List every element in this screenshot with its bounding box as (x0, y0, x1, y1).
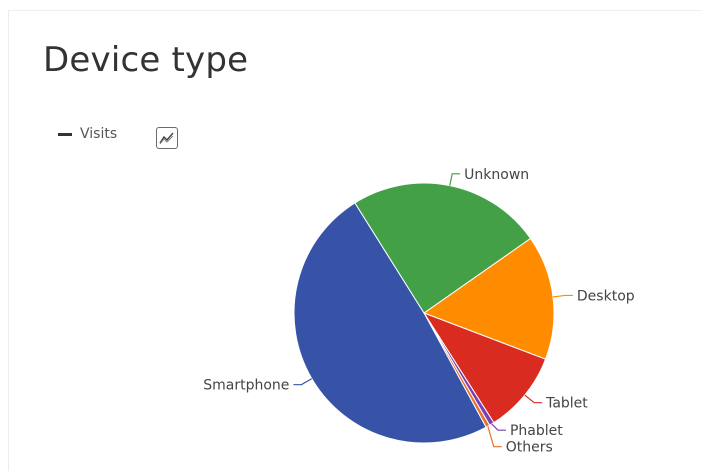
pie-label-smartphone: Smartphone (203, 378, 289, 394)
pie-slice-smartphone[interactable] (293, 202, 487, 444)
pie-slice-tablet[interactable] (422, 311, 547, 424)
pie-connector-phablet (491, 423, 506, 431)
pie-label-unknown: Unknown (464, 167, 529, 183)
chart-legend[interactable]: Visits (58, 126, 117, 142)
pie-connector-smartphone (293, 378, 313, 386)
legend-line-swatch (58, 132, 72, 136)
page-title: Device type (43, 40, 249, 80)
legend-label: Visits (80, 126, 118, 142)
pie-label-phablet: Phablet (510, 423, 563, 439)
line-chart-glyph (159, 132, 174, 145)
pie-slice-desktop[interactable] (422, 237, 555, 360)
pie-label-tablet: Tablet (545, 396, 588, 412)
pie-label-desktop: Desktop (577, 288, 635, 304)
pie-connector-others (487, 426, 502, 448)
pie-connector-desktop (552, 294, 573, 298)
pie-connector-tablet (524, 394, 543, 404)
pie-connector-unknown (449, 173, 461, 186)
line-chart-icon[interactable] (156, 127, 178, 149)
pie-label-others: Others (506, 440, 553, 456)
pie-slice-unknown[interactable] (354, 182, 532, 314)
